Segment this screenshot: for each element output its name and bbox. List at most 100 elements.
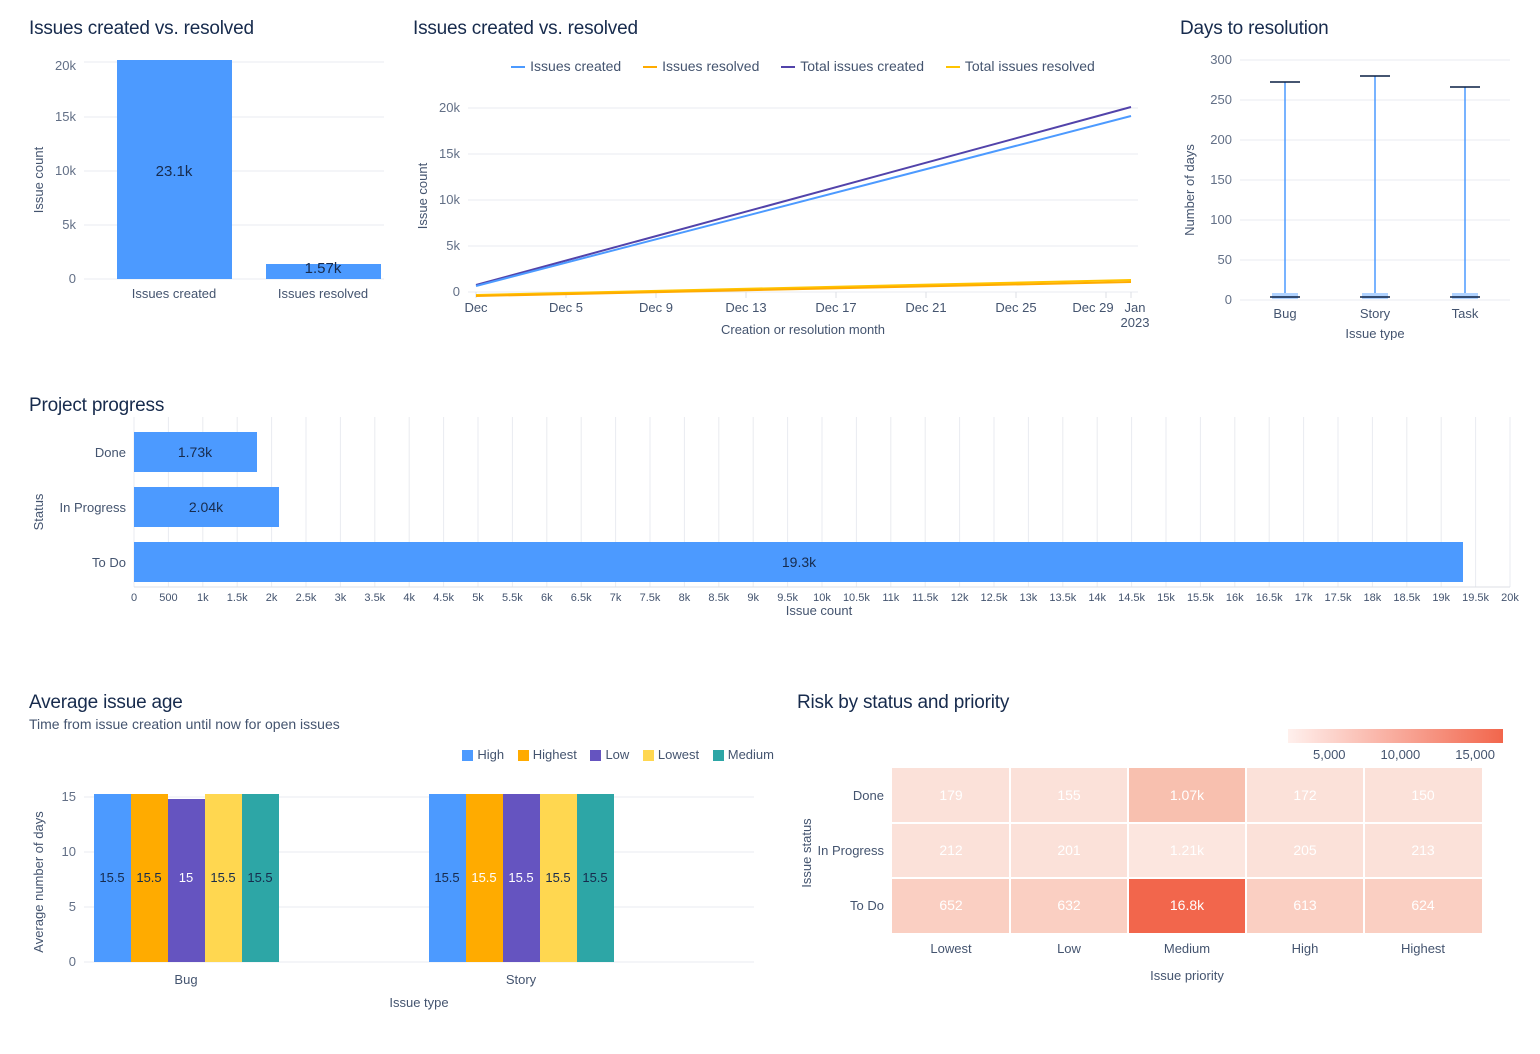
- svg-text:12k: 12k: [951, 592, 969, 604]
- svg-text:Issue count: Issue count: [786, 603, 853, 617]
- svg-text:To Do: To Do: [850, 898, 884, 913]
- svg-text:8.5k: 8.5k: [708, 592, 729, 604]
- svg-text:213: 213: [1411, 842, 1435, 858]
- svg-text:15.5: 15.5: [471, 870, 496, 885]
- svg-text:5.5k: 5.5k: [502, 592, 523, 604]
- svg-text:Dec 17: Dec 17: [815, 300, 856, 315]
- svg-text:14.5k: 14.5k: [1118, 592, 1145, 604]
- svg-text:1k: 1k: [197, 592, 209, 604]
- svg-text:10k: 10k: [55, 163, 76, 178]
- svg-text:20k: 20k: [55, 58, 76, 73]
- svg-text:Status: Status: [31, 493, 46, 530]
- svg-text:100: 100: [1210, 212, 1232, 227]
- svg-text:15.5: 15.5: [136, 870, 161, 885]
- svg-text:15: 15: [62, 789, 76, 804]
- svg-text:18.5k: 18.5k: [1393, 592, 1420, 604]
- svg-text:3k: 3k: [335, 592, 347, 604]
- svg-text:Issues resolved: Issues resolved: [278, 286, 368, 301]
- svg-text:Dec 5: Dec 5: [549, 300, 583, 315]
- svg-text:Done: Done: [95, 445, 126, 460]
- svg-text:In Progress: In Progress: [60, 500, 127, 515]
- svg-text:50: 50: [1218, 252, 1232, 267]
- svg-text:624: 624: [1411, 897, 1435, 913]
- svg-text:3.5k: 3.5k: [364, 592, 385, 604]
- svg-text:1.5k: 1.5k: [227, 592, 248, 604]
- svg-text:5k: 5k: [446, 238, 460, 253]
- svg-text:632: 632: [1057, 897, 1081, 913]
- svg-text:4k: 4k: [403, 592, 415, 604]
- svg-text:15: 15: [179, 870, 193, 885]
- svg-text:15.5: 15.5: [434, 870, 459, 885]
- svg-text:1.73k: 1.73k: [178, 444, 213, 460]
- svg-text:20k: 20k: [439, 100, 460, 115]
- svg-text:6.5k: 6.5k: [571, 592, 592, 604]
- svg-text:Dec 25: Dec 25: [995, 300, 1036, 315]
- svg-text:To Do: To Do: [92, 555, 126, 570]
- svg-text:Medium: Medium: [1164, 941, 1210, 956]
- svg-text:8k: 8k: [679, 592, 691, 604]
- svg-text:23.1k: 23.1k: [156, 163, 193, 180]
- svg-text:1.57k: 1.57k: [305, 260, 342, 277]
- svg-text:2023: 2023: [1121, 315, 1150, 330]
- svg-text:Low: Low: [1057, 941, 1081, 956]
- svg-text:Issue status: Issue status: [799, 818, 814, 888]
- svg-text:201: 201: [1057, 842, 1081, 858]
- svg-text:9k: 9k: [747, 592, 759, 604]
- svg-text:15k: 15k: [1157, 592, 1175, 604]
- svg-text:Number of days: Number of days: [1182, 144, 1197, 236]
- svg-text:0: 0: [69, 954, 76, 969]
- svg-text:179: 179: [939, 787, 963, 803]
- svg-text:Jan: Jan: [1125, 300, 1146, 315]
- svg-text:2.04k: 2.04k: [189, 499, 224, 515]
- svg-text:17.5k: 17.5k: [1325, 592, 1352, 604]
- svg-text:Issues created: Issues created: [132, 286, 217, 301]
- svg-text:7k: 7k: [610, 592, 622, 604]
- svg-text:Bug: Bug: [1273, 306, 1296, 321]
- svg-text:15.5: 15.5: [545, 870, 570, 885]
- svg-text:212: 212: [939, 842, 963, 858]
- svg-text:5k: 5k: [62, 217, 76, 232]
- svg-text:300: 300: [1210, 52, 1232, 67]
- svg-text:15.5: 15.5: [247, 870, 272, 885]
- svg-text:15.5: 15.5: [210, 870, 235, 885]
- svg-text:150: 150: [1210, 172, 1232, 187]
- svg-text:5k: 5k: [472, 592, 484, 604]
- svg-text:15.5: 15.5: [582, 870, 607, 885]
- svg-text:4.5k: 4.5k: [433, 592, 454, 604]
- svg-text:14k: 14k: [1088, 592, 1106, 604]
- svg-text:0: 0: [453, 284, 460, 299]
- svg-text:13k: 13k: [1020, 592, 1038, 604]
- svg-text:652: 652: [939, 897, 963, 913]
- svg-text:1.21k: 1.21k: [1170, 842, 1205, 858]
- svg-text:Story: Story: [1360, 306, 1391, 321]
- svg-text:10k: 10k: [439, 192, 460, 207]
- svg-text:Issue type: Issue type: [389, 995, 448, 1010]
- svg-text:18k: 18k: [1364, 592, 1382, 604]
- svg-text:613: 613: [1293, 897, 1317, 913]
- svg-text:Issue priority: Issue priority: [1150, 968, 1224, 983]
- svg-text:0: 0: [1225, 292, 1232, 307]
- svg-text:Dec 21: Dec 21: [905, 300, 946, 315]
- svg-text:Creation or resolution month: Creation or resolution month: [721, 322, 885, 334]
- svg-text:15k: 15k: [55, 109, 76, 124]
- svg-text:150: 150: [1411, 787, 1435, 803]
- svg-text:19.3k: 19.3k: [782, 554, 817, 570]
- svg-text:Issue type: Issue type: [1345, 326, 1404, 340]
- svg-text:Issue count: Issue count: [31, 146, 46, 213]
- svg-text:Lowest: Lowest: [930, 941, 972, 956]
- svg-text:20k: 20k: [1501, 592, 1519, 604]
- svg-text:2.5k: 2.5k: [296, 592, 317, 604]
- svg-text:In Progress: In Progress: [818, 843, 885, 858]
- svg-text:11k: 11k: [882, 592, 899, 604]
- svg-text:17k: 17k: [1295, 592, 1313, 604]
- svg-text:16.5k: 16.5k: [1256, 592, 1283, 604]
- svg-text:172: 172: [1293, 787, 1317, 803]
- svg-text:15.5: 15.5: [99, 870, 124, 885]
- svg-text:15.5k: 15.5k: [1187, 592, 1214, 604]
- svg-text:Highest: Highest: [1401, 941, 1445, 956]
- svg-text:205: 205: [1293, 842, 1317, 858]
- svg-text:500: 500: [159, 592, 177, 604]
- svg-text:15.5: 15.5: [508, 870, 533, 885]
- svg-text:2k: 2k: [266, 592, 278, 604]
- svg-text:16k: 16k: [1226, 592, 1244, 604]
